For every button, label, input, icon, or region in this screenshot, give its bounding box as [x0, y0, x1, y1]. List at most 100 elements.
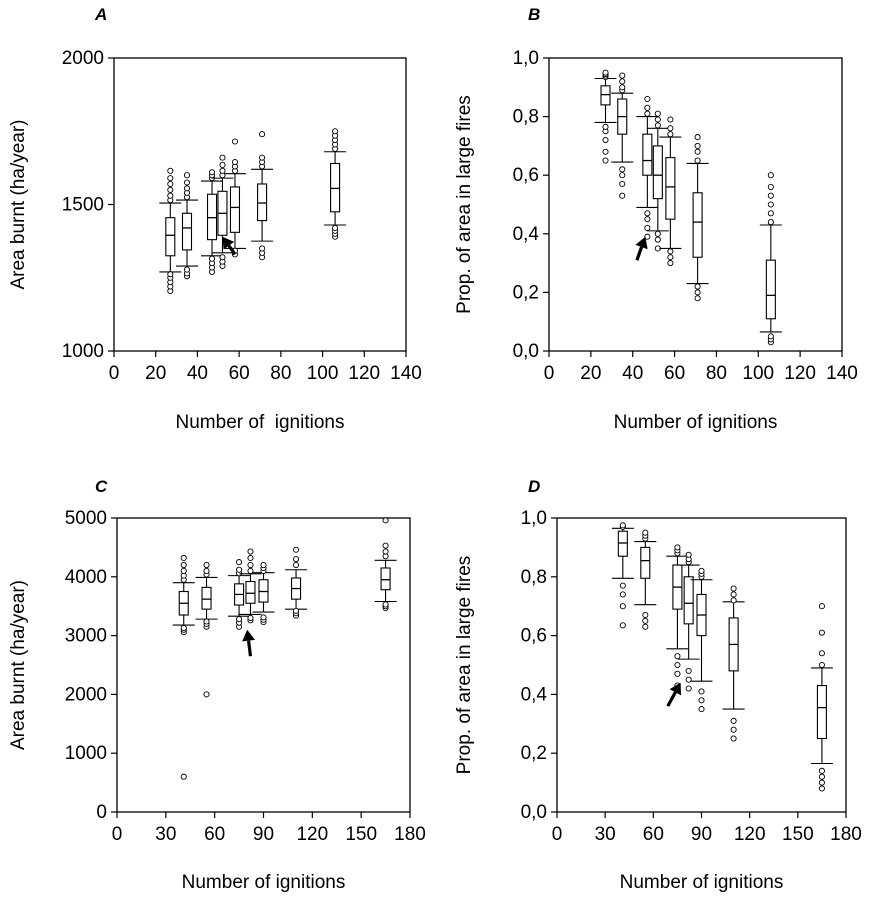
x-axis-label: Number of ignitions	[182, 872, 346, 893]
x-tick-label: 100	[307, 363, 339, 384]
x-tick-label: 40	[622, 363, 643, 384]
outlier-point	[247, 561, 254, 569]
box-plot-27	[159, 167, 182, 294]
outlier-point	[183, 185, 191, 192]
outlier-point	[602, 123, 609, 130]
outlier-point	[654, 122, 661, 129]
outlier-point	[674, 653, 681, 660]
box-iqr	[665, 157, 676, 220]
box-plot-71	[251, 131, 274, 261]
outlier-point	[183, 266, 191, 273]
outlier-point	[818, 779, 825, 786]
y-tick-label: 0,6	[513, 165, 539, 186]
outlier-point	[698, 688, 705, 695]
box-iqr	[330, 162, 341, 213]
arrow-shaft	[227, 244, 237, 256]
x-tick-label: 60	[664, 363, 685, 384]
outlier-point	[167, 271, 174, 278]
outlier-point	[203, 567, 210, 574]
arrow-annotation	[666, 682, 682, 707]
outlier-point	[767, 183, 774, 190]
y-tick-label: 1500	[62, 195, 104, 216]
outlier-point	[619, 582, 626, 589]
y-tick-label: 1,0	[513, 48, 539, 69]
outlier-point	[293, 556, 300, 563]
outlier-point	[642, 529, 649, 536]
outlier-point	[180, 624, 187, 632]
box-iqr	[642, 133, 653, 176]
outlier-point	[619, 172, 626, 179]
box-iqr	[683, 576, 694, 625]
outlier-point	[167, 192, 174, 199]
x-axis-label: Number of ignitions	[620, 872, 784, 893]
outlier-point	[730, 726, 737, 733]
box-plot-106	[759, 172, 782, 346]
outlier-point	[674, 544, 681, 551]
box-plot-35	[611, 72, 634, 199]
box-iqr	[816, 685, 827, 740]
outlier-point	[602, 69, 609, 76]
outlier-point	[644, 210, 651, 217]
y-axis-label: Area burnt (ha/year)	[8, 580, 29, 750]
outlier-point	[180, 554, 187, 562]
outlier-point	[167, 186, 174, 193]
outlier-point	[167, 175, 174, 182]
outlier-point	[247, 554, 254, 562]
y-tick-label: 4000	[65, 567, 107, 588]
x-tick-label: 90	[253, 824, 274, 845]
y-tick-label: 5000	[65, 508, 107, 529]
y-tick-label: 0,0	[513, 341, 539, 362]
outlier-point	[619, 591, 626, 598]
outlier-point	[619, 84, 626, 91]
outlier-point	[685, 676, 692, 683]
outlier-point	[767, 219, 774, 226]
box-plot-165	[374, 517, 397, 612]
y-tick-label: 0,8	[521, 567, 547, 588]
outlier-point	[674, 670, 681, 677]
x-tick-label: 0	[552, 824, 563, 845]
y-tick-label: 1000	[65, 743, 107, 764]
box-plot-106	[324, 128, 347, 240]
outlier-point	[667, 254, 674, 261]
outlier-point	[654, 230, 661, 237]
outlier-point	[259, 131, 266, 138]
y-tick-label: 3000	[65, 626, 107, 647]
y-tick-label: 0,4	[513, 224, 540, 245]
outlier-point	[208, 255, 216, 262]
x-axis-label: Number of ignitions	[614, 412, 778, 433]
panel-label: B	[528, 5, 540, 24]
outlier-point	[694, 157, 701, 164]
x-tick-label: 120	[784, 363, 816, 384]
outlier-point	[642, 623, 649, 630]
y-tick-label: 2000	[65, 684, 107, 705]
box-iqr	[600, 85, 611, 106]
outlier-point	[180, 773, 187, 780]
y-tick-label: 0,8	[513, 107, 539, 128]
box-iqr	[640, 546, 651, 579]
box-plot-27	[594, 69, 617, 164]
box-plot-41	[172, 554, 195, 780]
outlier-point	[767, 172, 774, 179]
box-iqr	[245, 580, 256, 604]
outlier-point	[247, 548, 254, 555]
x-tick-label: 120	[296, 824, 328, 845]
x-tick-label: 0	[544, 363, 555, 384]
outlier-point	[602, 148, 609, 155]
x-tick-label: 30	[595, 824, 616, 845]
outlier-point	[260, 614, 267, 621]
outlier-point	[247, 614, 254, 622]
y-tick-label: 0,2	[521, 743, 547, 764]
outlier-point	[667, 260, 674, 267]
outlier-point	[259, 154, 266, 161]
x-tick-label: 80	[270, 363, 291, 384]
box-iqr	[257, 183, 268, 222]
outlier-point	[382, 601, 389, 608]
outlier-point	[685, 551, 692, 558]
x-tick-label: 60	[204, 824, 225, 845]
x-tick-label: 20	[145, 363, 166, 384]
arrow-annotation	[242, 629, 256, 657]
outlier-point	[219, 167, 226, 174]
outlier-point	[642, 617, 649, 624]
outlier-point	[203, 561, 210, 569]
y-tick-label: 2000	[62, 48, 104, 69]
